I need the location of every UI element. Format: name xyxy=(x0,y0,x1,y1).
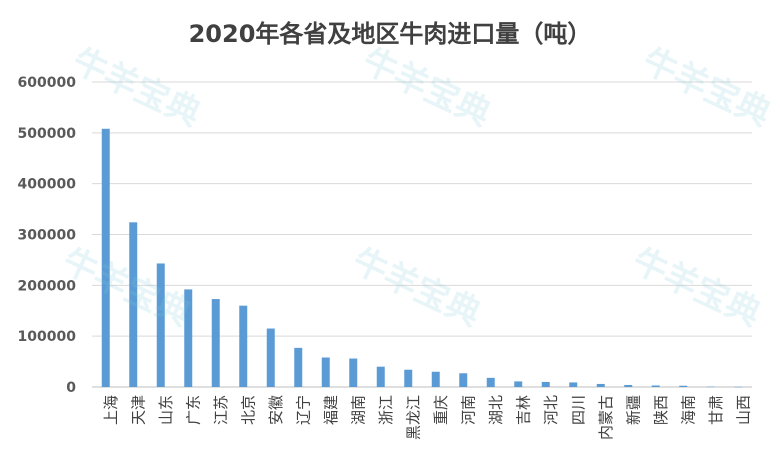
x-tick-label: 上海 xyxy=(102,395,120,425)
y-tick-label: 0 xyxy=(66,380,76,396)
x-tick-label: 黑龙江 xyxy=(404,395,422,440)
bar xyxy=(211,299,220,387)
x-tick-label: 河北 xyxy=(542,395,560,425)
bar xyxy=(651,385,660,387)
x-tick-label: 新疆 xyxy=(624,395,642,425)
bar xyxy=(624,384,633,387)
x-tick-label: 重庆 xyxy=(432,395,450,425)
x-tick-label: 湖南 xyxy=(349,395,367,425)
bar xyxy=(156,263,165,387)
bar xyxy=(101,128,110,387)
x-tick-label: 甘肃 xyxy=(707,395,725,425)
x-tick-label: 安徽 xyxy=(267,395,285,425)
bar xyxy=(569,382,578,387)
bar xyxy=(376,366,385,387)
bar xyxy=(239,305,248,387)
bar xyxy=(349,358,358,387)
y-tick-label: 500000 xyxy=(18,126,77,142)
y-tick-label: 600000 xyxy=(18,75,77,91)
y-tick-label: 400000 xyxy=(18,177,77,193)
x-tick-label: 海南 xyxy=(679,395,697,425)
bar xyxy=(404,369,413,387)
y-tick-label: 200000 xyxy=(18,278,77,294)
bar xyxy=(266,328,275,387)
x-tick-label: 福建 xyxy=(322,395,340,425)
x-tick-label: 四川 xyxy=(569,395,587,425)
x-tick-label: 山东 xyxy=(157,395,175,425)
y-tick-label: 100000 xyxy=(18,329,77,345)
x-tick-label: 天津 xyxy=(129,395,147,425)
y-tick-label: 300000 xyxy=(18,228,77,244)
bar xyxy=(679,385,688,387)
gridlines xyxy=(92,81,752,388)
x-tick-label: 浙江 xyxy=(377,395,395,425)
bars xyxy=(101,128,743,388)
x-tick-label: 北京 xyxy=(239,395,257,425)
bar xyxy=(294,347,303,387)
x-tick-label: 内蒙古 xyxy=(597,395,615,440)
bar xyxy=(706,386,715,388)
bar xyxy=(734,386,743,388)
x-tick-label: 广东 xyxy=(184,395,202,425)
bar xyxy=(514,381,523,387)
bar xyxy=(459,373,468,387)
bar xyxy=(321,357,330,387)
x-tick-label: 河南 xyxy=(459,395,477,425)
x-tick-label: 湖北 xyxy=(487,395,505,425)
x-tick-label: 辽宁 xyxy=(294,395,312,425)
x-tick-label: 吉林 xyxy=(514,395,532,425)
x-tick-label: 陕西 xyxy=(652,395,670,425)
bar xyxy=(184,289,193,387)
chart-title: 2020年各省及地区牛肉进口量（吨） xyxy=(188,20,592,48)
bar xyxy=(486,377,495,387)
bar xyxy=(431,371,440,387)
x-tick-label: 山西 xyxy=(734,395,752,425)
y-axis-tick-labels: 0 100000 200000 300000 400000 500000 600000 xyxy=(18,75,77,396)
bar xyxy=(129,222,138,387)
x-tick-label: 江苏 xyxy=(212,395,230,425)
bar xyxy=(541,381,550,387)
bar xyxy=(596,383,605,387)
x-axis-tick-labels: 上海 天津 山东 广东 江苏 北京 安徽 辽宁 福建 湖南 浙江 黑龙江 重庆 河南 湖北 吉林 河北 四川 内蒙古… xyxy=(102,395,753,440)
